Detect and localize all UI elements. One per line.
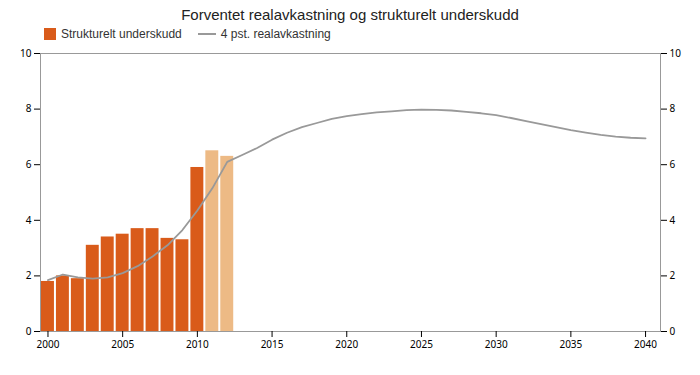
svg-text:2035: 2035 <box>559 337 582 351</box>
svg-text:2040: 2040 <box>634 337 657 351</box>
svg-text:0: 0 <box>26 324 32 338</box>
svg-text:6: 6 <box>670 157 676 171</box>
svg-text:10: 10 <box>670 46 682 60</box>
svg-text:2025: 2025 <box>410 337 433 351</box>
svg-text:10: 10 <box>20 46 32 60</box>
html-text:4 pst. realavkastning: 4 pst. realavkastning <box>220 27 331 41</box>
svg-text:4: 4 <box>670 213 676 227</box>
html-text:Forventet realavkastning og st: Forventet realavkastning og strukturelt … <box>181 6 519 23</box>
svg-text:8: 8 <box>26 101 32 115</box>
svg-text:4: 4 <box>26 213 32 227</box>
svg-text:2015: 2015 <box>261 337 284 351</box>
svg-text:2: 2 <box>670 268 676 282</box>
svg-text:0: 0 <box>670 324 676 338</box>
svg-text:2: 2 <box>26 268 32 282</box>
svg-text:6: 6 <box>26 157 32 171</box>
svg-text:2020: 2020 <box>335 337 358 351</box>
svg-text:2005: 2005 <box>111 337 134 351</box>
svg-text:8: 8 <box>670 101 676 115</box>
svg-text:2000: 2000 <box>37 337 60 351</box>
svg-text:2030: 2030 <box>485 337 508 351</box>
html-text:Strukturelt underskudd: Strukturelt underskudd <box>61 27 182 41</box>
svg-text:2010: 2010 <box>186 337 209 351</box>
